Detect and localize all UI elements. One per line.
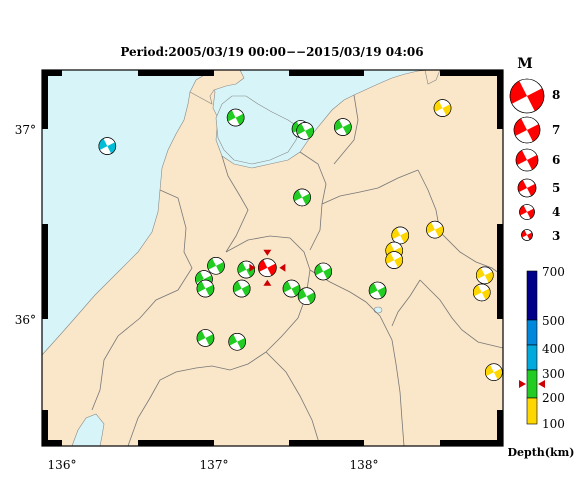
magnitude-legend: M 8 7 6 5 4 3: [509, 56, 560, 243]
event-marker: [433, 99, 452, 117]
event-marker: [334, 118, 352, 136]
depth-scale-label: Depth(km): [508, 446, 575, 459]
lon-tick-138: 138°: [350, 458, 379, 472]
magnitude-label-4: 4: [552, 205, 560, 219]
land: [42, 70, 503, 446]
magnitude-legend-ball-3: [521, 229, 533, 241]
event-marker: [232, 279, 251, 298]
frame-bar-right: [497, 70, 503, 129]
frame-bar-bottom: [138, 440, 214, 446]
frame-bar-bottom: [289, 440, 364, 446]
magnitude-legend-ball-6: [515, 148, 539, 172]
event-marker: [196, 329, 215, 347]
depth-tick-100: 100: [542, 417, 565, 431]
lon-tick-labels: 136° 137° 138°: [48, 458, 379, 472]
lake-suwa: [373, 306, 383, 314]
depth-tick-300: 300: [542, 367, 565, 381]
event-marker: [475, 266, 494, 285]
depth-band-deep2: [526, 319, 538, 346]
event-marker: [472, 283, 491, 302]
magnitude-legend-balls: [509, 78, 545, 241]
magnitude-legend-ball-8: [509, 78, 545, 114]
main-event-pointer-top: [263, 249, 272, 256]
event-marker: [207, 256, 225, 275]
ise-bay: [71, 413, 105, 446]
depth-tick-700: 700: [542, 265, 565, 279]
magnitude-label-8: 8: [552, 88, 560, 102]
event-marker: [196, 279, 215, 298]
depth-band-mid: [526, 369, 538, 399]
magnitude-label-6: 6: [552, 153, 560, 167]
depth-tick-500: 500: [542, 314, 565, 328]
magnitude-label-7: 7: [552, 123, 560, 137]
frame-bar-bottom: [42, 440, 62, 446]
depth-tick-400: 400: [542, 342, 565, 356]
frame-bar-top: [440, 70, 503, 76]
frame-bar-bottom: [440, 440, 503, 446]
depth-tick-200: 200: [542, 391, 565, 405]
event-markers: [98, 99, 503, 382]
magnitude-legend-title: M: [517, 56, 533, 72]
event-marker: [226, 108, 245, 127]
frame-bar-left: [42, 70, 48, 129]
lon-tick-137: 137°: [200, 458, 229, 472]
event-marker: [98, 137, 117, 155]
map-frame-ticks: [42, 70, 503, 446]
event-marker: [293, 188, 311, 207]
lat-tick-labels: 37° 36°: [15, 123, 36, 327]
event-marker: [368, 281, 387, 300]
sado-island: [424, 70, 441, 85]
event-marker: [282, 279, 301, 298]
lat-tick-36: 36°: [15, 313, 36, 327]
map-title: Period:2005/03/19 00:00−−2015/03/19 04:0…: [120, 45, 423, 59]
main-event-pointer-right: [279, 263, 286, 272]
event-marker: [485, 363, 503, 382]
magnitude-legend-ball-7: [513, 116, 541, 144]
frame-bar-top: [138, 70, 214, 76]
lat-tick-37: 37°: [15, 123, 36, 137]
main-event: [249, 249, 286, 286]
main-event-pointer-bottom: [263, 279, 272, 286]
depth-band-deepest: [526, 270, 538, 321]
frame-bar-top: [289, 70, 364, 76]
event-marker: [296, 122, 314, 140]
frame-bar-right: [497, 410, 503, 446]
frame-bar-right: [497, 224, 503, 319]
depth-band-deep1: [526, 344, 538, 371]
main-event-marker: [258, 258, 277, 278]
event-marker: [426, 220, 444, 239]
depth-marker-left: [519, 380, 526, 388]
magnitude-label-3: 3: [552, 229, 560, 243]
event-marker: [228, 332, 246, 351]
depth-marker-right: [538, 380, 545, 388]
frame-bar-left: [42, 224, 48, 319]
depth-band-shallow: [526, 397, 538, 425]
magnitude-legend-ball-4: [519, 204, 535, 220]
frame-bar-left: [42, 410, 48, 446]
map-panel: [41, 69, 504, 447]
event-marker: [385, 251, 404, 269]
event-marker: [314, 262, 333, 281]
magnitude-legend-ball-5: [517, 178, 537, 198]
event-marker: [297, 287, 316, 306]
frame-bar-top: [42, 70, 62, 76]
main-event-pointer-left: [249, 263, 256, 272]
depth-scale: 700 500 400 300 200 100 Depth(km): [508, 265, 575, 459]
lon-tick-136: 136°: [48, 458, 77, 472]
event-marker: [391, 226, 410, 245]
magnitude-label-5: 5: [552, 181, 560, 195]
